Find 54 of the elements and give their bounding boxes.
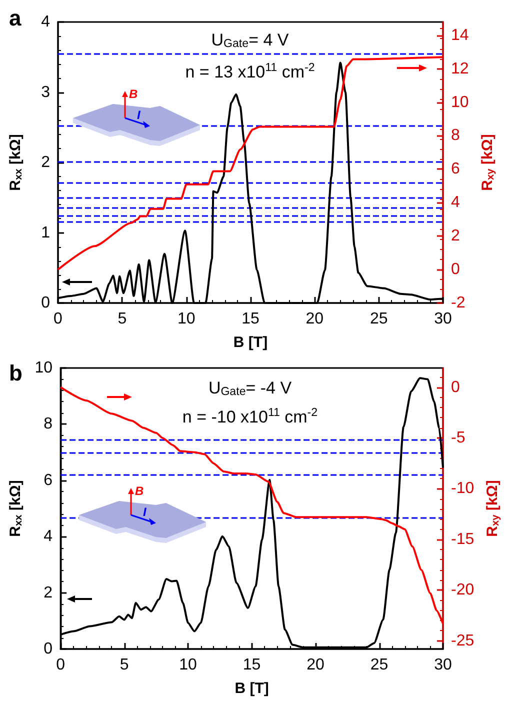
y-tick-label: 1 <box>41 224 50 242</box>
y-tick-label: 10 <box>34 360 53 376</box>
y2-tick-label: 10 <box>451 94 469 111</box>
x-tick-label: 20 <box>306 310 324 328</box>
annotation: B <box>129 87 138 101</box>
x-tick-label: 10 <box>179 656 198 674</box>
annotation: UGate= 4 V <box>211 30 290 50</box>
y2-tick-label: 4 <box>451 194 460 212</box>
y-tick-label: 3 <box>41 84 50 101</box>
y2-tick-label: 8 <box>451 127 460 144</box>
x-axis-title: B [T] <box>233 334 268 351</box>
y-tick-label: 2 <box>41 154 50 171</box>
x-tick-label: 30 <box>434 310 452 328</box>
y2-tick-label: 2 <box>451 228 460 245</box>
y-tick-label: 0 <box>41 294 50 312</box>
x-tick-label: 15 <box>242 656 261 674</box>
x-tick-label: 15 <box>242 310 260 328</box>
y-axis-title: Rxx [kΩ] <box>7 134 24 191</box>
x-tick-label: 0 <box>56 656 66 674</box>
y-tick-label: 4 <box>41 14 50 30</box>
y2-tick-label: 0 <box>451 378 460 396</box>
annotation: B <box>135 484 144 498</box>
y2-tick-label: -20 <box>451 582 474 599</box>
y2-tick-label: -10 <box>451 480 474 498</box>
chart-title: b <box>9 360 22 386</box>
y2-tick-label: 0 <box>451 261 460 278</box>
annotation: I <box>137 108 141 122</box>
y-tick-label: 0 <box>44 640 53 658</box>
annotation: UGate= -4 V <box>208 378 292 398</box>
x-tick-label: 5 <box>120 656 129 674</box>
x-tick-label: 25 <box>370 656 388 674</box>
y-tick-label: 8 <box>44 416 53 433</box>
x-tick-label: 25 <box>370 310 388 328</box>
y2-tick-label: 14 <box>451 26 469 44</box>
y2-tick-label: -5 <box>451 429 466 446</box>
line-series <box>57 56 444 271</box>
y2-axis-title: Rxy [kΩ] <box>478 134 496 191</box>
x-tick-label: 20 <box>306 656 325 674</box>
y2-axis-title: Rxy [kΩ] <box>484 480 502 537</box>
y-tick-label: 2 <box>44 584 53 602</box>
y-axis-title: Rxx [kΩ] <box>7 480 24 537</box>
x-axis-title: B [T] <box>234 680 269 697</box>
y-tick-label: 4 <box>44 528 53 546</box>
x-tick-label: 30 <box>434 656 452 674</box>
y-tick-label: 6 <box>44 472 53 489</box>
annotation: I <box>143 505 147 519</box>
y2-tick-label: 6 <box>451 160 460 178</box>
y2-tick-label: -25 <box>451 632 474 650</box>
chart-title: a <box>9 6 22 30</box>
y2-tick-label: -15 <box>451 530 474 548</box>
x-tick-label: 10 <box>177 310 196 328</box>
y2-tick-label: 12 <box>451 60 469 78</box>
x-tick-label: 5 <box>118 310 127 328</box>
y2-tick-label: -2 <box>451 294 466 312</box>
